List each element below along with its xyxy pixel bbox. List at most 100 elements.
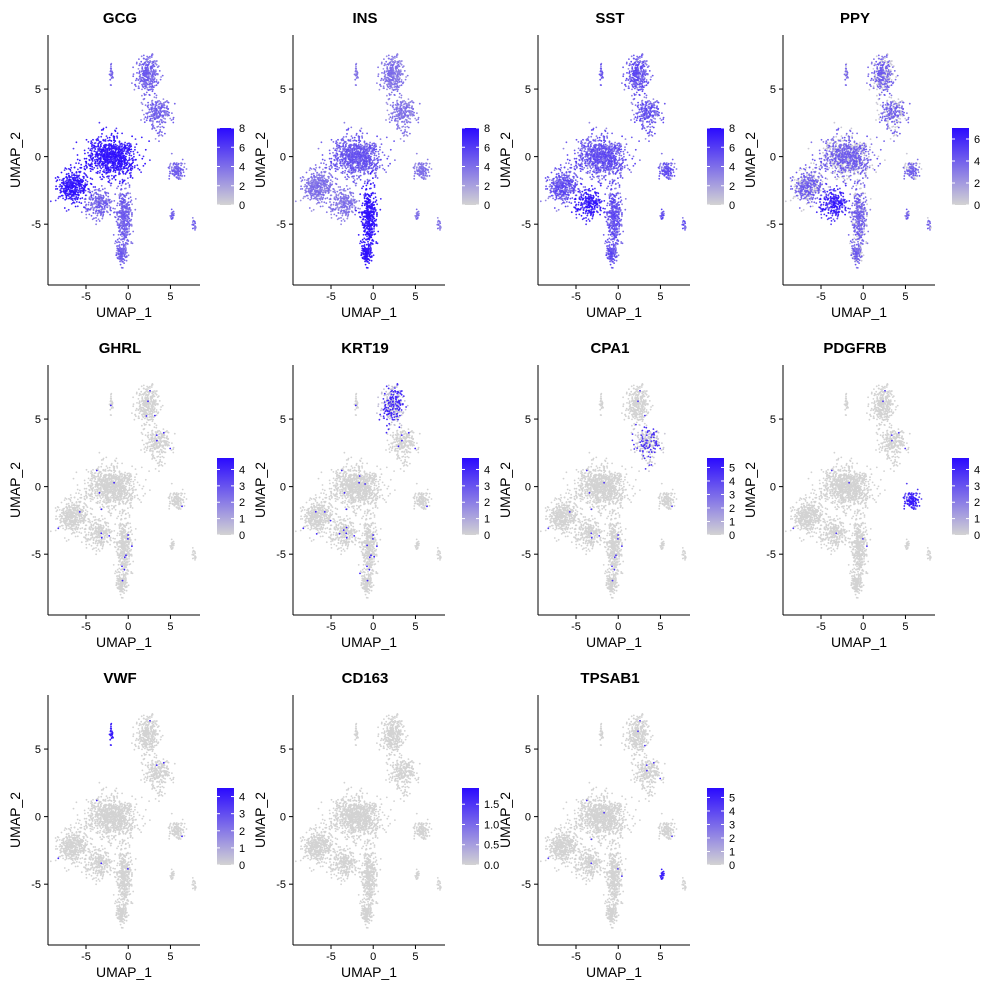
cell-point xyxy=(95,165,98,167)
cell-point xyxy=(143,79,146,82)
cell-point xyxy=(391,76,394,79)
cell-point xyxy=(417,162,420,165)
cell-point xyxy=(87,147,90,150)
cell-point xyxy=(385,119,387,121)
cell-point xyxy=(389,83,391,86)
cell-point xyxy=(78,185,81,188)
cell-point xyxy=(329,194,332,197)
cell-point xyxy=(363,172,365,175)
cell-point xyxy=(316,174,318,177)
cell-point xyxy=(398,65,401,68)
cell-point xyxy=(61,179,63,182)
cell-point xyxy=(166,114,169,117)
cell-point xyxy=(73,197,76,200)
cell-point xyxy=(411,110,414,113)
cell-point xyxy=(111,178,114,180)
cell-point xyxy=(316,189,318,192)
cell-point xyxy=(54,199,57,202)
cell-point xyxy=(122,168,124,170)
cell-point xyxy=(387,74,390,77)
cell-point xyxy=(60,194,63,197)
cell-point xyxy=(129,150,132,153)
cell-point xyxy=(400,94,403,97)
cell-point xyxy=(76,158,79,161)
cell-point xyxy=(142,71,145,73)
cell-point xyxy=(361,132,364,135)
cell-point xyxy=(304,195,306,198)
cell-point xyxy=(91,165,93,168)
cell-point xyxy=(148,108,151,111)
cell-point xyxy=(98,201,101,204)
cell-point xyxy=(76,205,79,208)
cell-point xyxy=(354,184,357,187)
cell-point xyxy=(128,224,131,227)
cell-point xyxy=(107,211,109,214)
cell-point xyxy=(405,119,408,121)
cell-point xyxy=(64,190,67,192)
cell-point xyxy=(119,246,121,249)
cell-point xyxy=(72,178,74,181)
cell-point xyxy=(93,166,96,169)
cell-point xyxy=(312,172,315,175)
cell-point xyxy=(167,114,170,117)
cell-point xyxy=(137,68,140,70)
cell-point xyxy=(151,74,154,77)
cell-point xyxy=(323,185,326,188)
cell-point xyxy=(155,84,158,87)
cell-point xyxy=(409,132,411,135)
cell-point xyxy=(343,220,346,222)
cell-point xyxy=(338,202,341,204)
cell-point xyxy=(75,141,78,144)
cell-point xyxy=(120,256,123,258)
cell-point xyxy=(356,71,359,74)
cell-point xyxy=(63,207,66,209)
cell-point xyxy=(314,168,317,171)
cell-point xyxy=(155,79,158,81)
cell-point xyxy=(176,165,178,168)
cell-point xyxy=(159,102,162,105)
cell-point xyxy=(59,195,61,198)
cell-point xyxy=(153,126,156,129)
cell-point xyxy=(75,201,78,203)
cell-point xyxy=(122,244,125,247)
cell-point xyxy=(407,126,410,129)
cell-point xyxy=(98,142,100,145)
cell-point xyxy=(140,60,143,63)
cell-point xyxy=(161,125,164,128)
cell-point xyxy=(92,186,95,188)
cell-point xyxy=(154,69,157,72)
cell-point xyxy=(128,206,131,209)
cell-point xyxy=(65,173,68,176)
cell-point xyxy=(116,135,118,138)
cell-point xyxy=(175,173,178,176)
cell-point xyxy=(170,152,173,155)
cell-point xyxy=(120,243,123,246)
cell-point xyxy=(177,162,180,165)
cell-point xyxy=(89,164,92,167)
cell-point xyxy=(132,230,135,233)
cell-point xyxy=(382,79,385,81)
cell-point xyxy=(94,186,97,188)
cell-point xyxy=(149,159,151,162)
cell-point xyxy=(173,212,175,215)
cell-point xyxy=(65,210,68,212)
cell-point xyxy=(141,94,143,97)
cell-point xyxy=(84,152,86,155)
cell-point xyxy=(310,210,313,212)
cell-point xyxy=(183,175,186,177)
cell-point xyxy=(317,186,319,189)
x-tick-label: 5 xyxy=(167,291,173,303)
cell-point xyxy=(390,58,393,60)
cell-point xyxy=(103,139,105,142)
cell-point xyxy=(143,113,145,116)
cell-point xyxy=(74,182,77,185)
cell-point xyxy=(388,97,391,100)
cell-point xyxy=(130,218,133,221)
cell-point xyxy=(124,162,126,165)
cell-point xyxy=(147,83,150,86)
cell-point xyxy=(144,148,147,151)
cell-point xyxy=(154,104,157,106)
cell-point xyxy=(389,75,392,78)
cell-point xyxy=(305,182,308,184)
cell-point xyxy=(91,153,94,156)
